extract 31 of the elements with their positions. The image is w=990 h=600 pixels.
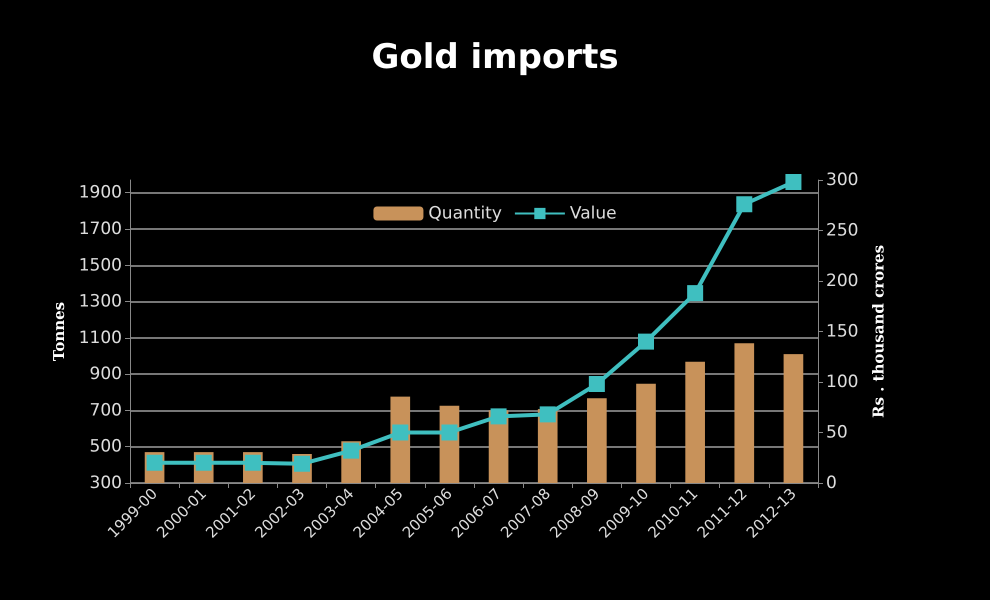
- y-tick-label: 300: [90, 473, 122, 493]
- y-tick-label: 1500: [78, 255, 122, 276]
- point: [441, 424, 458, 440]
- point: [687, 285, 704, 302]
- y2-tick-label: 200: [826, 271, 858, 291]
- y-tick-label: 500: [90, 436, 122, 457]
- y2-axis-title: Rs . thousand crores: [869, 244, 888, 418]
- point: [588, 376, 605, 392]
- point: [785, 174, 802, 190]
- y-axis-title: Tonnes: [50, 302, 68, 362]
- y-tick-label: 1300: [78, 292, 122, 312]
- y2-tick-label: 250: [826, 220, 858, 240]
- y-tick-label: 1700: [78, 218, 122, 239]
- point: [540, 406, 556, 422]
- point: [392, 424, 408, 440]
- y2-tick-label: 150: [826, 322, 858, 342]
- y-tick-label: 1900: [78, 182, 122, 203]
- y2-tick-label: 50: [826, 422, 848, 442]
- y-tick-label: 700: [90, 400, 122, 420]
- point: [490, 408, 507, 424]
- y2-tick-label: 0: [826, 473, 837, 493]
- chart-title: Gold imports: [371, 37, 619, 77]
- point: [736, 196, 752, 212]
- point: [638, 334, 654, 350]
- y2-tick-label: 100: [826, 372, 858, 392]
- legend-label: Value: [570, 204, 617, 224]
- legend-label: Quantity: [428, 204, 502, 224]
- y-tick-label: 1100: [78, 328, 122, 348]
- point: [343, 442, 360, 459]
- y-tick-label: 900: [90, 364, 122, 384]
- y2-tick-label: 300: [826, 170, 858, 190]
